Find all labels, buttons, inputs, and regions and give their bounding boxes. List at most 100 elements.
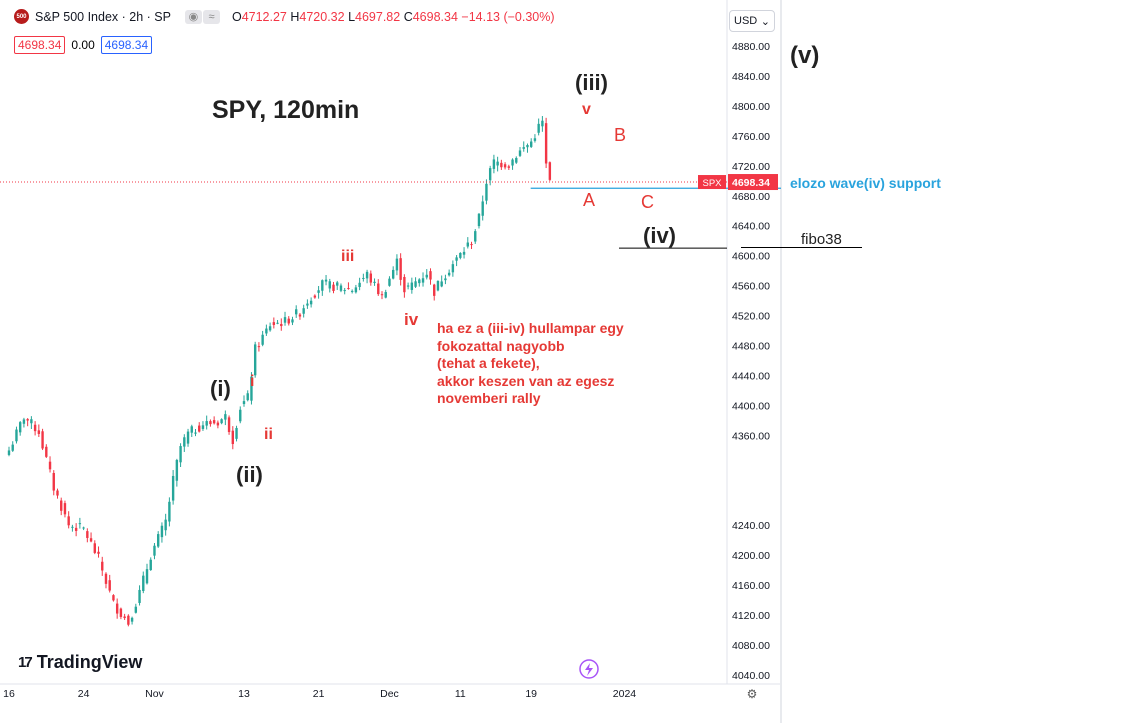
wave-ii-big-label: (ii) <box>236 462 263 487</box>
candle-body <box>414 281 417 287</box>
candlestick-series <box>7 116 552 627</box>
candle-body <box>433 284 436 296</box>
time-tick-label: 19 <box>525 688 537 700</box>
indicator-toggles[interactable]: ◉ ≈ <box>184 9 220 24</box>
candle-body <box>436 281 440 291</box>
candle-body <box>418 279 421 284</box>
ohlc-readout: O4712.27 H4720.32 L4697.82 C4698.34 −14.… <box>231 9 555 24</box>
candle-body <box>496 161 499 166</box>
time-tick-label: 24 <box>78 688 90 700</box>
candle-body <box>474 231 477 242</box>
wave-iv-big-label: (iv) <box>643 223 676 248</box>
candle-body <box>56 490 59 496</box>
price-tick-label: 4480.00 <box>732 341 770 353</box>
last-price-marker: SPX 4698.34 <box>698 174 778 191</box>
candle-body <box>242 401 246 405</box>
candle-body <box>447 272 451 276</box>
price-tick-label: 4840.00 <box>732 71 770 83</box>
candle-body <box>444 278 447 281</box>
candle-body <box>179 446 182 463</box>
candle-body <box>488 168 492 181</box>
candle-body <box>198 425 201 432</box>
chart-header: 500 S&P 500 Index · 2h · SP ◉ ≈ O4712.27… <box>14 9 555 24</box>
eye-icon[interactable]: ◉ <box>184 9 202 24</box>
candle-body <box>500 162 503 168</box>
wave-i-big-label: (i) <box>210 376 231 401</box>
candle-body <box>130 617 134 622</box>
currency-select[interactable]: USD ⌄ <box>729 10 775 32</box>
candle-body <box>164 519 167 531</box>
time-tick-label: Nov <box>145 688 164 700</box>
lightning-icon <box>579 659 599 679</box>
candle-body <box>74 527 78 531</box>
candle-body <box>365 271 369 279</box>
wave-small-v-label: v <box>582 101 591 118</box>
candle-body <box>309 300 313 305</box>
candle-body <box>212 420 216 424</box>
fibo38-annotation: fibo38 <box>801 231 842 248</box>
wave-icon[interactable]: ≈ <box>202 9 220 24</box>
candle-body <box>515 157 518 163</box>
candle-body <box>142 575 145 592</box>
candle-body <box>235 427 238 439</box>
symbol-logo-icon: 500 <box>14 9 29 24</box>
candle-body <box>373 281 376 283</box>
candle-body <box>544 123 548 164</box>
candle-body <box>470 244 473 246</box>
candle-body <box>33 424 37 432</box>
candle-body <box>477 213 481 227</box>
candle-body <box>239 409 242 422</box>
candle-body <box>250 376 253 401</box>
candle-body <box>518 150 522 156</box>
candle-body <box>399 258 402 280</box>
price-tick-label: 4520.00 <box>732 311 770 323</box>
candle-body <box>97 551 100 554</box>
price-tick-label: 4400.00 <box>732 400 770 412</box>
candle-body <box>224 414 227 420</box>
price-tick-label: 4800.00 <box>732 101 770 113</box>
candle-body <box>459 252 462 258</box>
candle-body <box>220 419 223 424</box>
symbol-title[interactable]: S&P 500 Index · 2h · SP <box>35 9 171 24</box>
last-price-tag-text: 4698.34 <box>732 177 770 189</box>
candle-body <box>537 123 540 133</box>
candle-body <box>127 615 130 625</box>
candle-body <box>145 569 149 584</box>
candle-body <box>421 278 425 283</box>
tradingview-logo: 17 TradingView <box>18 652 143 672</box>
candle-body <box>466 242 469 247</box>
candle-body <box>37 430 41 434</box>
sell-price[interactable]: 4698.34 <box>14 36 66 54</box>
candle-body <box>283 317 287 323</box>
last-price-tag <box>728 174 778 191</box>
candle-body <box>328 281 331 289</box>
label-C: C <box>641 192 654 212</box>
candle-body <box>104 573 108 584</box>
candle-body <box>276 322 279 324</box>
price-tick-label: 4760.00 <box>732 131 770 143</box>
candle-body <box>119 608 123 617</box>
candle-body <box>347 288 350 290</box>
wave-v-label: (v) <box>790 42 820 69</box>
candle-body <box>526 145 529 148</box>
candle-body <box>134 606 138 613</box>
candle-body <box>429 271 432 280</box>
time-tick-label: 21 <box>313 688 325 700</box>
support-annotation: elozo wave(iv) support <box>790 175 941 191</box>
settings-gear-icon: ⚙ <box>747 687 758 701</box>
candle-body <box>112 595 115 601</box>
buy-price[interactable]: 4698.34 <box>100 36 153 54</box>
candle-body <box>231 430 234 445</box>
label-B: B <box>614 125 627 145</box>
candle-body <box>175 460 179 481</box>
candle-body <box>30 419 33 424</box>
price-chart[interactable]: 4880.00 4840.00 4800.00 4760.00 4720.00 4680.… <box>0 0 790 723</box>
spread: 0.00 <box>71 38 95 52</box>
candle-body <box>492 159 496 169</box>
candle-body <box>317 290 320 293</box>
candle-body <box>261 334 264 345</box>
candle-body <box>440 281 443 287</box>
candle-body <box>313 295 317 298</box>
candle-body <box>280 323 283 327</box>
candle-body <box>86 531 89 538</box>
